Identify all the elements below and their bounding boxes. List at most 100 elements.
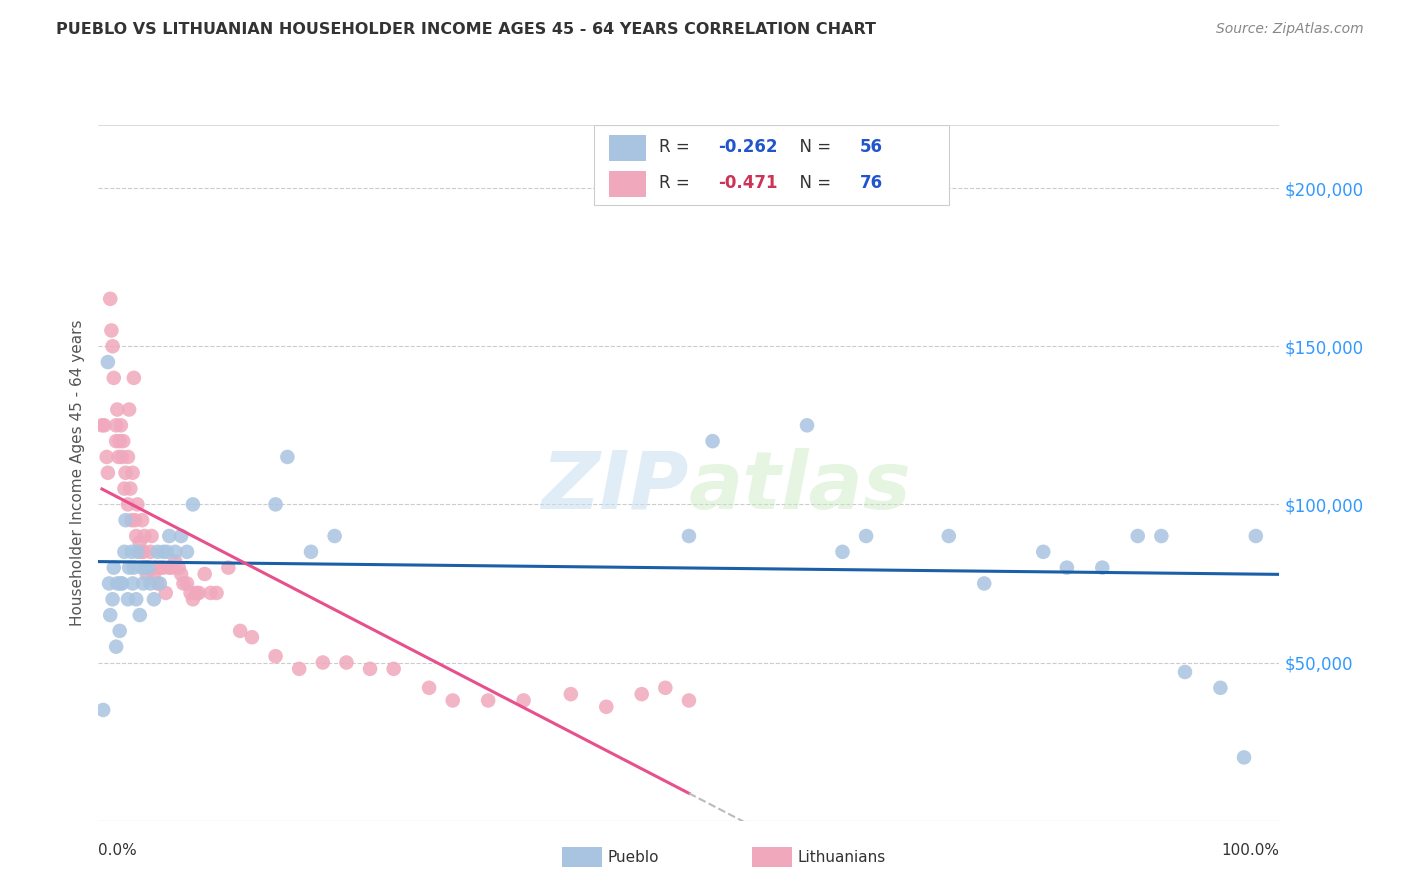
Point [796, 418, 818, 433]
Point [1244, 529, 1267, 543]
Text: Pueblo: Pueblo [607, 850, 659, 864]
Point [134, 529, 156, 543]
Point [108, 624, 131, 638]
Point [1150, 529, 1173, 543]
Point [139, 576, 162, 591]
Point [288, 662, 311, 676]
Point [217, 560, 239, 574]
Point [105, 640, 128, 654]
Point [136, 560, 159, 574]
Point [110, 576, 132, 591]
Point [678, 529, 700, 543]
Point [127, 497, 149, 511]
Point [1126, 529, 1149, 543]
Text: N =: N = [789, 138, 837, 156]
Point [142, 592, 165, 607]
Point [97, 466, 120, 480]
Point [157, 560, 180, 574]
Point [111, 450, 134, 464]
Point [938, 529, 960, 543]
Point [1091, 560, 1114, 574]
Text: R =: R = [659, 175, 696, 193]
Point [194, 566, 217, 581]
Point [129, 545, 152, 559]
Point [132, 545, 155, 559]
Point [441, 693, 464, 707]
Point [112, 545, 135, 559]
Text: Lithuanians: Lithuanians [797, 850, 886, 864]
Point [335, 656, 357, 670]
Point [382, 662, 405, 676]
Point [135, 560, 157, 574]
Point [121, 545, 143, 559]
Point [96, 450, 118, 464]
FancyBboxPatch shape [595, 125, 949, 205]
Point [149, 576, 172, 591]
Point [359, 662, 381, 676]
Point [180, 586, 202, 600]
Point [128, 608, 150, 623]
Point [1174, 665, 1197, 679]
Point [855, 529, 877, 543]
Point [200, 586, 222, 600]
Point [138, 560, 160, 574]
Point [1233, 750, 1256, 764]
Point [176, 545, 198, 559]
Point [105, 418, 128, 433]
Point [122, 560, 145, 574]
Point [141, 529, 163, 543]
Point [122, 371, 145, 385]
Point [128, 535, 150, 549]
Point [630, 687, 652, 701]
Point [181, 592, 204, 607]
Point [114, 513, 136, 527]
Point [135, 560, 157, 574]
Text: 76: 76 [860, 175, 883, 193]
Point [560, 687, 582, 701]
Text: ZIP: ZIP [541, 448, 689, 525]
Point [125, 592, 148, 607]
Point [93, 418, 115, 433]
Text: -0.471: -0.471 [718, 175, 778, 193]
Point [98, 292, 121, 306]
Point [108, 434, 131, 449]
Point [146, 576, 169, 591]
Point [97, 355, 120, 369]
Point [170, 529, 193, 543]
FancyBboxPatch shape [609, 171, 647, 197]
Point [139, 545, 162, 559]
Text: 56: 56 [860, 138, 883, 156]
Point [181, 497, 204, 511]
Point [152, 545, 174, 559]
Point [1209, 681, 1232, 695]
Point [152, 560, 174, 574]
Point [323, 529, 346, 543]
Point [477, 693, 499, 707]
Point [160, 560, 183, 574]
Point [100, 323, 122, 337]
Point [1032, 545, 1054, 559]
Point [131, 560, 153, 574]
Point [117, 450, 139, 464]
Point [131, 513, 153, 527]
Point [91, 703, 114, 717]
Point [264, 497, 287, 511]
Text: R =: R = [659, 138, 696, 156]
Point [149, 560, 172, 574]
Point [107, 450, 129, 464]
FancyBboxPatch shape [609, 135, 647, 161]
Point [973, 576, 995, 591]
Point [101, 592, 124, 607]
Point [240, 630, 263, 644]
Text: PUEBLO VS LITHUANIAN HOUSEHOLDER INCOME AGES 45 - 64 YEARS CORRELATION CHART: PUEBLO VS LITHUANIAN HOUSEHOLDER INCOME … [56, 22, 876, 37]
Point [654, 681, 676, 695]
Point [165, 545, 187, 559]
Point [111, 576, 134, 591]
Point [98, 576, 121, 591]
Point [187, 586, 209, 600]
Point [418, 681, 440, 695]
Point [165, 554, 187, 568]
Point [312, 656, 335, 670]
Point [117, 497, 139, 511]
Point [702, 434, 724, 449]
